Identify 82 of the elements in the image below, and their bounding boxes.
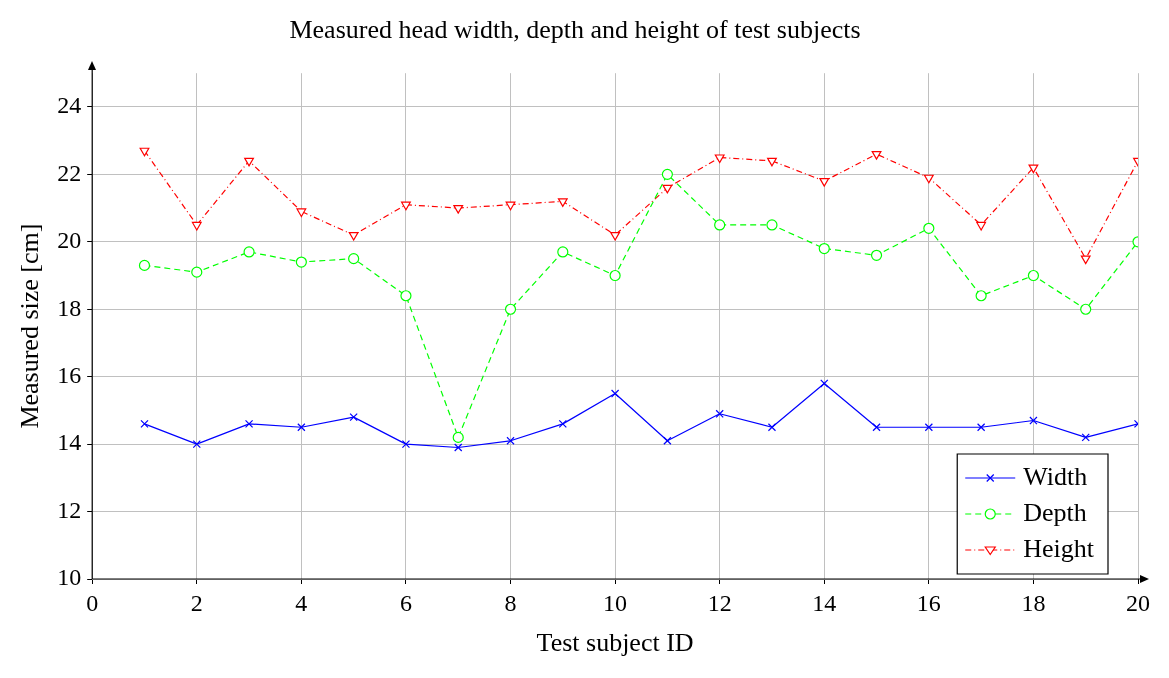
point bbox=[139, 147, 150, 157]
x-tick-label: 20 bbox=[1126, 589, 1150, 616]
point bbox=[663, 436, 672, 445]
x-tick-label: 18 bbox=[1021, 589, 1046, 616]
point bbox=[140, 419, 149, 429]
point bbox=[557, 246, 569, 258]
point bbox=[923, 174, 934, 184]
y-tick-label: 10 bbox=[57, 564, 82, 591]
point bbox=[243, 246, 255, 258]
y-tick-label: 12 bbox=[57, 496, 82, 523]
point bbox=[1081, 433, 1090, 442]
point bbox=[348, 231, 359, 241]
point bbox=[505, 201, 516, 211]
legend-label: Width bbox=[1023, 461, 1088, 491]
point bbox=[295, 256, 307, 268]
point bbox=[714, 154, 725, 164]
point bbox=[872, 423, 881, 432]
point bbox=[1027, 269, 1040, 282]
point bbox=[819, 178, 830, 187]
point bbox=[924, 423, 933, 432]
point bbox=[504, 303, 517, 315]
x-tick-label: 14 bbox=[812, 589, 837, 616]
x-tick-label: 16 bbox=[916, 589, 941, 616]
point bbox=[1029, 416, 1038, 425]
point bbox=[820, 379, 829, 388]
point bbox=[349, 413, 358, 422]
point bbox=[715, 409, 724, 418]
point bbox=[192, 439, 201, 449]
point bbox=[767, 423, 777, 432]
point bbox=[976, 221, 987, 231]
y-tick-label: 16 bbox=[57, 361, 82, 388]
point bbox=[870, 249, 883, 261]
point bbox=[1028, 164, 1039, 174]
point bbox=[558, 419, 567, 429]
point bbox=[557, 198, 568, 207]
chart-title: Measured head width, depth and height of test subjects bbox=[289, 15, 861, 45]
point bbox=[401, 439, 411, 449]
point bbox=[975, 290, 987, 302]
point bbox=[766, 219, 778, 231]
x-axis-title: Test subject ID bbox=[536, 628, 694, 658]
y-tick-label: 20 bbox=[57, 227, 82, 254]
point bbox=[976, 423, 986, 432]
point bbox=[661, 168, 673, 180]
point bbox=[453, 204, 464, 214]
point bbox=[297, 423, 306, 432]
y-tick-label: 22 bbox=[57, 159, 82, 186]
x-tick-label: 6 bbox=[399, 589, 412, 616]
point bbox=[348, 253, 360, 265]
point bbox=[1080, 255, 1091, 265]
x-tick-label: 0 bbox=[86, 589, 99, 616]
x-tick-label: 2 bbox=[190, 589, 203, 616]
point bbox=[818, 242, 830, 255]
point bbox=[871, 151, 882, 160]
point bbox=[138, 259, 151, 271]
point bbox=[767, 157, 777, 167]
x-tick-label: 8 bbox=[504, 589, 517, 616]
legend-label: Height bbox=[1023, 533, 1095, 563]
y-tick-label: 24 bbox=[57, 92, 82, 119]
point bbox=[1080, 303, 1092, 315]
point bbox=[610, 231, 621, 241]
point bbox=[400, 290, 412, 302]
point bbox=[191, 266, 203, 278]
point bbox=[191, 221, 202, 231]
point bbox=[401, 201, 411, 211]
point bbox=[244, 157, 254, 167]
x-tick-label: 4 bbox=[295, 589, 308, 616]
point bbox=[452, 431, 464, 443]
point bbox=[244, 419, 254, 429]
x-tick-label: 10 bbox=[603, 589, 628, 616]
point bbox=[923, 222, 935, 234]
point bbox=[506, 436, 515, 445]
point bbox=[714, 219, 726, 231]
y-tick-label: 18 bbox=[57, 294, 82, 321]
y-tick-label: 14 bbox=[57, 429, 82, 456]
point bbox=[609, 269, 621, 282]
point bbox=[296, 208, 307, 218]
x-tick-label: 12 bbox=[707, 589, 732, 616]
point bbox=[662, 184, 673, 194]
point bbox=[454, 443, 463, 452]
y-axis-title: Measured size [cm] bbox=[15, 223, 45, 429]
legend-label: Depth bbox=[1023, 497, 1087, 527]
point bbox=[610, 389, 620, 398]
